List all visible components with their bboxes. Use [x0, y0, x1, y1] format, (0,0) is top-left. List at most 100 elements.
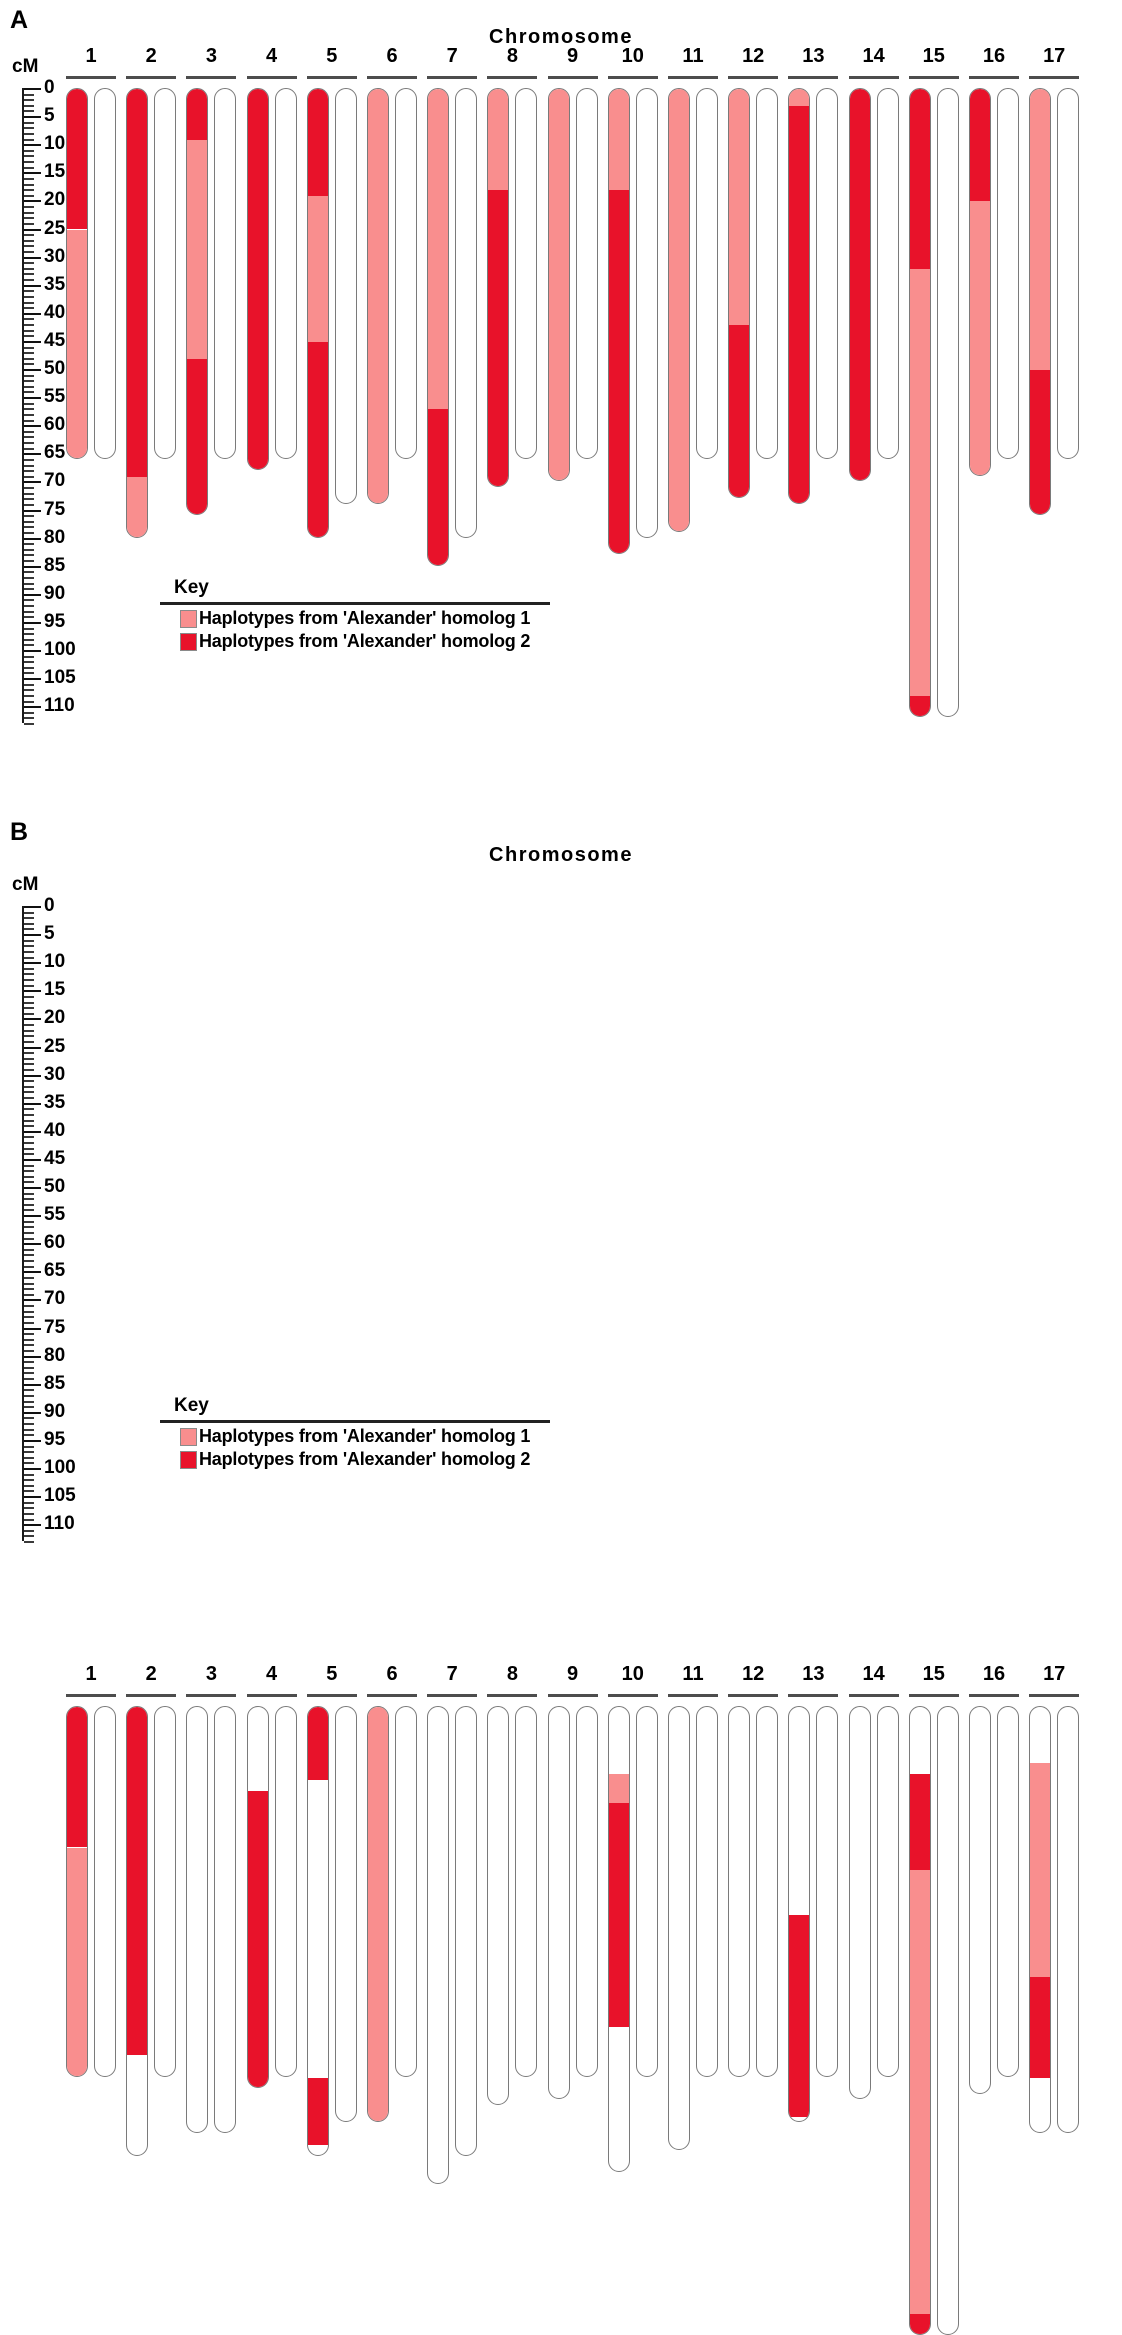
- axis-tick-minor: [24, 616, 34, 619]
- chromosome-bar-13-homolog2[interactable]: [816, 1706, 839, 2077]
- chromosome-underline: [306, 1694, 357, 1697]
- chromosome-bar-11-homolog2[interactable]: [696, 1706, 718, 2077]
- chromosome-bar-10-homolog1[interactable]: [607, 1706, 630, 2173]
- axis-tick-minor: [24, 945, 34, 948]
- chromosome-bar-6-homolog1[interactable]: [367, 88, 389, 504]
- chromosome-bar-17-homolog2[interactable]: [1057, 1706, 1080, 2134]
- axis-tick-major: [24, 990, 41, 993]
- chromosome-bar-5-homolog1[interactable]: [306, 88, 329, 538]
- axis-tick-minor: [24, 1203, 34, 1206]
- chromosome-bar-17-homolog2[interactable]: [1057, 88, 1080, 459]
- chromosome-bar-1-homolog1[interactable]: [66, 1706, 88, 2077]
- haplotype-segment-homolog2: [247, 89, 268, 470]
- chromosome-underline: [186, 76, 237, 79]
- chromosome-bar-13-homolog1[interactable]: [788, 88, 811, 504]
- chromosome-bar-15-homolog1[interactable]: [908, 1706, 931, 2335]
- chromosome-bar-16-homolog1[interactable]: [969, 88, 991, 476]
- chromosome-bar-4-homolog1[interactable]: [246, 1706, 269, 2089]
- chromosome-bar-14-homolog2[interactable]: [876, 88, 899, 459]
- axis-tick-label: 55: [44, 386, 66, 408]
- axis-tick-minor: [24, 588, 34, 591]
- chromosome-bar-10-homolog2[interactable]: [635, 1706, 658, 2077]
- chromosome-bar-4-homolog2[interactable]: [274, 88, 297, 459]
- axis-tick-minor: [24, 1198, 34, 1201]
- chromosome-bar-14-homolog1[interactable]: [848, 1706, 871, 2100]
- chromosome-bar-17-homolog1[interactable]: [1029, 1706, 1052, 2134]
- axis-tick-minor: [24, 177, 34, 180]
- chromosome-bar-8-homolog1[interactable]: [487, 1706, 510, 2106]
- chromosome-bar-12-homolog2[interactable]: [756, 1706, 779, 2077]
- axis-tick-minor: [24, 222, 34, 225]
- chromosome-bar-3-homolog2[interactable]: [214, 1706, 237, 2134]
- chromosome-bar-16-homolog2[interactable]: [997, 88, 1019, 459]
- axis-tick-label: 10: [44, 133, 66, 155]
- axis-tick-minor: [24, 211, 34, 214]
- chromosome-bar-8-homolog1[interactable]: [487, 88, 510, 488]
- chromosome-bar-12-homolog1[interactable]: [728, 88, 751, 499]
- key-label-homolog1: Haplotypes from 'Alexander' homolog 1: [199, 1426, 531, 1446]
- chromosome-bar-1-homolog1[interactable]: [66, 88, 88, 459]
- chromosome-bar-12-homolog2[interactable]: [756, 88, 779, 459]
- axis-tick-major: [24, 1046, 41, 1049]
- chromosome-bar-4-homolog2[interactable]: [274, 1706, 297, 2077]
- chromosome-bar-3-homolog2[interactable]: [214, 88, 237, 459]
- chromosome-bar-2-homolog2[interactable]: [154, 88, 177, 459]
- chromosome-bar-11-homolog2[interactable]: [696, 88, 718, 459]
- chromosome-bar-7-homolog2[interactable]: [455, 1706, 478, 2156]
- axis-tick-minor: [24, 1316, 34, 1319]
- axis-tick-major: [24, 481, 41, 484]
- axis-tick-minor: [24, 166, 34, 169]
- chromosome-bar-6-homolog2[interactable]: [395, 88, 417, 459]
- axis-tick-major: [24, 1383, 41, 1386]
- chromosome-bar-5-homolog1[interactable]: [306, 1706, 329, 2156]
- chromosome-bar-7-homolog1[interactable]: [427, 1706, 450, 2184]
- chromosome-bar-10-homolog1[interactable]: [607, 88, 630, 555]
- chromosome-bar-4-homolog1[interactable]: [246, 88, 269, 471]
- chromosome-bar-5-homolog2[interactable]: [334, 1706, 357, 2122]
- chromosome-bar-8-homolog2[interactable]: [515, 1706, 538, 2077]
- chromosome-bar-1-homolog2[interactable]: [94, 1706, 116, 2077]
- chromosome-bar-14-homolog2[interactable]: [876, 1706, 899, 2077]
- chromosome-bar-10-homolog2[interactable]: [635, 88, 658, 538]
- axis-tick-minor: [24, 1417, 34, 1420]
- chromosome-underline: [367, 1694, 417, 1697]
- axis-tick-minor: [24, 324, 34, 327]
- axis-tick-minor: [24, 1473, 34, 1476]
- chromosome-bar-9-homolog1[interactable]: [547, 1706, 570, 2100]
- chromosome-bar-7-homolog2[interactable]: [455, 88, 478, 538]
- chromosome-bar-15-homolog2[interactable]: [936, 88, 959, 718]
- chromosome-bar-2-homolog2[interactable]: [154, 1706, 177, 2077]
- axis-tick-minor: [24, 127, 34, 130]
- axis-tick-minor: [24, 1462, 34, 1465]
- axis-tick-minor: [24, 922, 34, 925]
- chromosome-bar-15-homolog2[interactable]: [936, 1706, 959, 2335]
- chromosome-bar-16-homolog1[interactable]: [969, 1706, 991, 2094]
- chromosome-bar-12-homolog1[interactable]: [728, 1706, 751, 2077]
- axis-tick-minor: [24, 605, 34, 608]
- chromosome-bar-13-homolog2[interactable]: [816, 88, 839, 459]
- chromosome-bar-3-homolog1[interactable]: [186, 1706, 209, 2134]
- chromosome-bar-1-homolog2[interactable]: [94, 88, 116, 459]
- chromosome-bar-14-homolog1[interactable]: [848, 88, 871, 482]
- chromosome-bar-8-homolog2[interactable]: [515, 88, 538, 459]
- chromosome-bar-15-homolog1[interactable]: [908, 88, 931, 718]
- chromosome-bar-16-homolog2[interactable]: [997, 1706, 1019, 2077]
- axis-tick-minor: [24, 234, 34, 237]
- axis-tick-minor: [24, 950, 34, 953]
- chromosome-bar-9-homolog2[interactable]: [575, 1706, 598, 2077]
- chromosome-underline: [246, 1694, 297, 1697]
- chromosome-bar-11-homolog1[interactable]: [668, 88, 690, 532]
- chromosome-bar-9-homolog1[interactable]: [547, 88, 570, 482]
- chromosome-bar-2-homolog1[interactable]: [126, 1706, 149, 2156]
- chromosome-bar-3-homolog1[interactable]: [186, 88, 209, 516]
- chromosome-bar-6-homolog2[interactable]: [395, 1706, 417, 2077]
- chromosome-bar-7-homolog1[interactable]: [427, 88, 450, 566]
- chromosome-bar-5-homolog2[interactable]: [334, 88, 357, 504]
- chromosome-bar-9-homolog2[interactable]: [575, 88, 598, 459]
- chromosome-bar-2-homolog1[interactable]: [126, 88, 149, 538]
- haplotype-segment-homolog1: [368, 1707, 388, 2121]
- chromosome-bar-13-homolog1[interactable]: [788, 1706, 811, 2122]
- chromosome-bar-17-homolog1[interactable]: [1029, 88, 1052, 516]
- chromosome-bar-11-homolog1[interactable]: [668, 1706, 690, 2150]
- chromosome-bar-6-homolog1[interactable]: [367, 1706, 389, 2122]
